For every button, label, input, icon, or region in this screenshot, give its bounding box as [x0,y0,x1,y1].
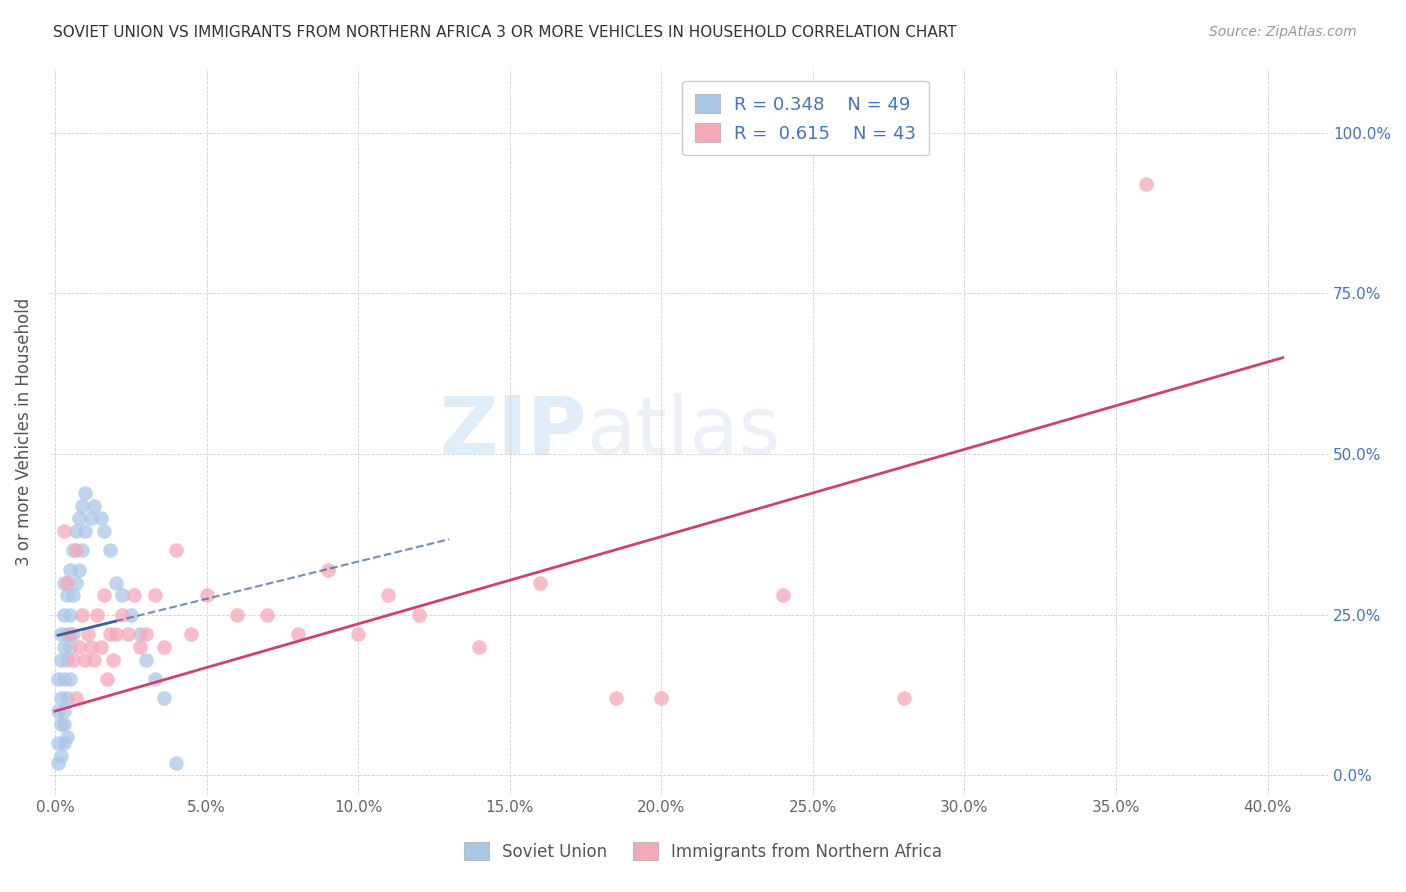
Point [62,627,84,641]
Point [65,543,87,558]
Point [111,589,134,603]
Point [98,543,121,558]
Point [62,589,84,603]
Text: ZIP: ZIP [439,392,586,471]
Point [86,607,108,622]
Point [75,653,97,667]
Point [122,589,145,603]
Point [46,672,69,686]
Point [117,627,139,641]
Point [49,691,72,706]
Point [650,691,672,706]
Point [53,575,76,590]
Y-axis label: 3 or more Vehicles in Household: 3 or more Vehicles in Household [15,298,32,566]
Point [56,589,79,603]
Point [77,627,100,641]
Point [56,691,79,706]
Point [287,627,309,641]
Point [62,543,84,558]
Point [83,653,105,667]
Legend: Soviet Union, Immigrants from Northern Africa: Soviet Union, Immigrants from Northern A… [457,836,949,868]
Point [256,607,278,622]
Point [180,627,202,641]
Text: atlas: atlas [586,392,780,471]
Point [98,627,121,641]
Point [53,607,76,622]
Point [111,607,134,622]
Point [67,511,90,525]
Point [153,640,176,654]
Point [529,575,551,590]
Point [120,607,142,622]
Point [59,607,82,622]
Point [53,672,76,686]
Point [165,756,187,770]
Point [72,607,94,622]
Point [347,627,370,641]
Point [1135,177,1157,191]
Point [72,499,94,513]
Point [59,563,82,577]
Point [80,640,103,654]
Point [56,575,79,590]
Point [135,653,157,667]
Point [195,589,218,603]
Text: Source: ZipAtlas.com: Source: ZipAtlas.com [1209,25,1357,39]
Point [75,524,97,539]
Point [46,756,69,770]
Point [56,627,79,641]
Point [135,627,157,641]
Legend: R = 0.348    N = 49, R =  0.615    N = 43: R = 0.348 N = 49, R = 0.615 N = 43 [682,81,929,155]
Point [468,640,491,654]
Point [165,543,187,558]
Point [129,640,152,654]
Point [65,575,87,590]
Point [72,543,94,558]
Point [49,717,72,731]
Point [53,704,76,718]
Point [75,485,97,500]
Point [89,640,111,654]
Point [62,653,84,667]
Point [65,691,87,706]
Point [67,640,90,654]
Point [53,524,76,539]
Point [153,691,176,706]
Point [893,691,915,706]
Point [49,653,72,667]
Point [408,607,430,622]
Point [56,730,79,744]
Point [89,511,111,525]
Point [67,563,90,577]
Point [605,691,627,706]
Point [59,672,82,686]
Point [104,575,127,590]
Point [225,607,247,622]
Point [59,640,82,654]
Point [101,653,124,667]
Point [53,640,76,654]
Point [93,524,115,539]
Point [104,627,127,641]
Point [53,736,76,750]
Point [143,672,166,686]
Point [59,627,82,641]
Text: SOVIET UNION VS IMMIGRANTS FROM NORTHERN AFRICA 3 OR MORE VEHICLES IN HOUSEHOLD : SOVIET UNION VS IMMIGRANTS FROM NORTHERN… [53,25,957,40]
Point [49,749,72,764]
Point [377,589,399,603]
Point [46,736,69,750]
Point [56,653,79,667]
Point [53,717,76,731]
Point [96,672,118,686]
Point [49,627,72,641]
Point [316,563,339,577]
Point [80,511,103,525]
Point [83,499,105,513]
Point [93,589,115,603]
Point [772,589,794,603]
Point [143,589,166,603]
Point [46,704,69,718]
Point [129,627,152,641]
Point [65,524,87,539]
